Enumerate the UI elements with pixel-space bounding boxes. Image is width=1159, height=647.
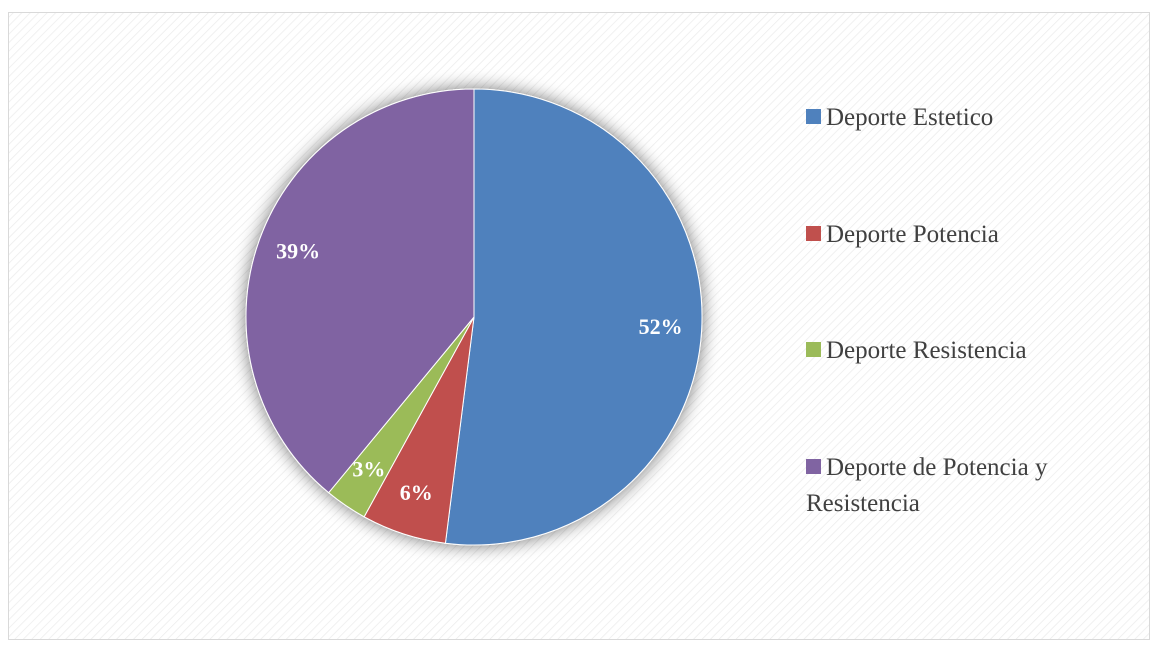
- legend-label: Deporte de Potencia y Resistencia: [806, 454, 1048, 518]
- data-label: 52%: [639, 314, 683, 339]
- legend-swatch: [806, 342, 821, 358]
- value-labels: 52% 6% 3% 39%: [276, 239, 682, 505]
- legend-swatch: [806, 459, 821, 475]
- legend-swatch: [806, 109, 821, 124]
- legend-swatch: [806, 225, 821, 241]
- legend-label: Deporte Resistencia: [826, 337, 1027, 365]
- legend-entry: Deporte Potencia: [806, 217, 1096, 253]
- legend-label: Deporte Potencia: [826, 220, 999, 248]
- data-label: 3%: [352, 457, 385, 482]
- pie-slice: [245, 88, 475, 494]
- data-label: 6%: [400, 480, 433, 505]
- pie: [245, 88, 703, 546]
- legend-entry: Deporte Resistencia: [806, 333, 1096, 369]
- legend-entry: Deporte Estetico: [806, 100, 1096, 136]
- data-label: 39%: [276, 239, 320, 264]
- legend-label: Deporte Estetico: [826, 104, 994, 131]
- legend-entry: Deporte de Potencia y Resistencia: [806, 450, 1096, 522]
- pie-slice: [444, 88, 703, 546]
